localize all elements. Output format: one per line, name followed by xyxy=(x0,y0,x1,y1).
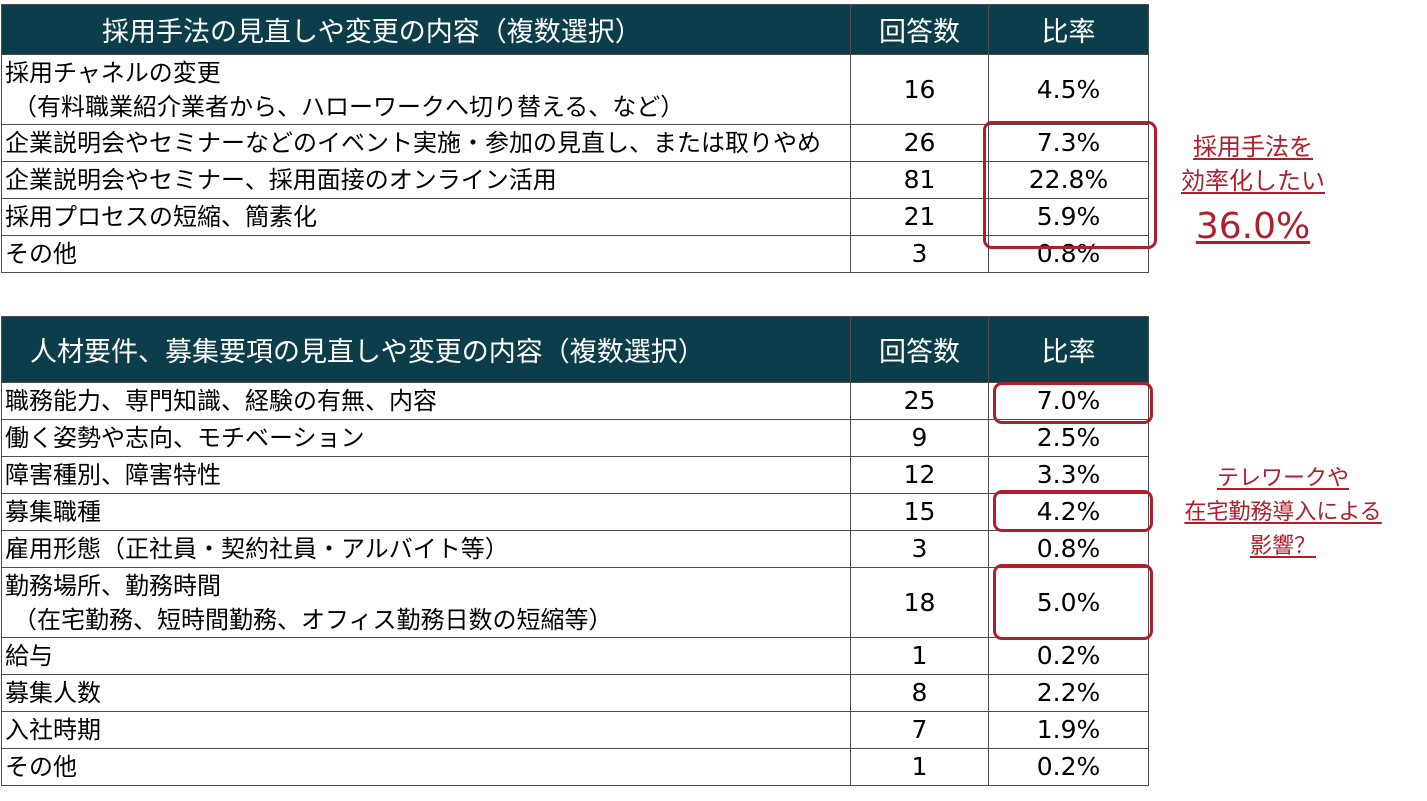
table-row: その他 1 0.2% xyxy=(1,748,1149,786)
table-row: 募集人数 8 2.2% xyxy=(1,674,1149,712)
row-label-line1: 勤務場所、勤務時間 xyxy=(5,571,221,600)
row-label: 企業説明会やセミナー、採用面接のオンライン活用 xyxy=(1,161,851,199)
table-row: 入社時期 7 1.9% xyxy=(1,711,1149,749)
annotation-line3: 影響？ xyxy=(1249,534,1316,559)
row-label: 障害種別、障害特性 xyxy=(1,456,851,494)
row-label: その他 xyxy=(1,748,851,786)
column-header-count: 回答数 xyxy=(850,316,989,383)
row-count: 9 xyxy=(850,419,989,457)
row-label-line2: （有料職業紹介業者から、ハローワークへ切り替える、など） xyxy=(13,92,685,121)
row-count: 3 xyxy=(850,235,989,273)
table-header: 採用手法の見直しや変更の内容（複数選択） 回答数 比率 xyxy=(1,4,1149,55)
row-ratio: 4.5% xyxy=(988,54,1149,125)
column-header-ratio: 比率 xyxy=(988,4,1149,55)
column-header-count: 回答数 xyxy=(850,4,989,55)
row-ratio: 7.3% xyxy=(988,124,1149,162)
row-ratio: 2.2% xyxy=(988,674,1149,712)
requirements-table: 人材要件、募集要項の見直しや変更の内容（複数選択） 回答数 比率 職務能力、専門… xyxy=(1,316,1149,786)
row-count: 8 xyxy=(850,674,989,712)
table-row: 給与 1 0.2% xyxy=(1,637,1149,675)
annotation-line1: 採用手法を xyxy=(1193,133,1313,161)
row-label: 募集職種 xyxy=(1,493,851,531)
row-ratio: 4.2% xyxy=(988,493,1149,531)
table-row: その他 3 0.8% xyxy=(1,235,1149,273)
highlight-box-skills xyxy=(993,382,1153,424)
row-label: 採用チャネルの変更 （有料職業紹介業者から、ハローワークへ切り替える、など） xyxy=(1,54,851,125)
table-title: 人材要件、募集要項の見直しや変更の内容（複数選択） xyxy=(1,316,851,383)
row-count: 18 xyxy=(850,567,989,638)
row-count: 12 xyxy=(850,456,989,494)
row-ratio: 0.8% xyxy=(988,530,1149,568)
table-row: 採用チャネルの変更 （有料職業紹介業者から、ハローワークへ切り替える、など） 16… xyxy=(1,54,1149,125)
table-header: 人材要件、募集要項の見直しや変更の内容（複数選択） 回答数 比率 xyxy=(1,316,1149,383)
row-ratio: 2.5% xyxy=(988,419,1149,457)
row-label: 募集人数 xyxy=(1,674,851,712)
annotation-telework: テレワークや 在宅勤務導入による 影響？ xyxy=(1163,462,1403,564)
row-label-line2: （在宅勤務、短時間勤務、オフィス勤務日数の短縮等） xyxy=(13,605,613,634)
row-label: 企業説明会やセミナーなどのイベント実施・参加の見直し、または取りやめ xyxy=(1,124,851,162)
table-row: 障害種別、障害特性 12 3.3% xyxy=(1,456,1149,494)
row-label: 入社時期 xyxy=(1,711,851,749)
table-row: 職務能力、専門知識、経験の有無、内容 25 7.0% xyxy=(1,382,1149,420)
table-row: 企業説明会やセミナーなどのイベント実施・参加の見直し、または取りやめ 26 7.… xyxy=(1,124,1149,162)
row-label: 給与 xyxy=(1,637,851,675)
row-ratio: 1.9% xyxy=(988,711,1149,749)
highlight-box-efficiency xyxy=(983,121,1157,249)
row-count: 1 xyxy=(850,637,989,675)
row-ratio: 0.2% xyxy=(988,748,1149,786)
row-ratio: 5.9% xyxy=(988,198,1149,236)
row-label: 働く姿勢や志向、モチベーション xyxy=(1,419,851,457)
row-ratio: 0.2% xyxy=(988,637,1149,675)
table-row: 雇用形態（正社員・契約社員・アルバイト等） 3 0.8% xyxy=(1,530,1149,568)
highlight-box-workplace xyxy=(993,564,1153,640)
row-count: 26 xyxy=(850,124,989,162)
highlight-box-occupation xyxy=(993,490,1153,532)
annotation-line1: テレワークや xyxy=(1216,466,1349,491)
row-label: 雇用形態（正社員・契約社員・アルバイト等） xyxy=(1,530,851,568)
row-label: 採用プロセスの短縮、簡素化 xyxy=(1,198,851,236)
row-ratio: 22.8% xyxy=(988,161,1149,199)
row-label: 勤務場所、勤務時間 （在宅勤務、短時間勤務、オフィス勤務日数の短縮等） xyxy=(1,567,851,638)
row-count: 21 xyxy=(850,198,989,236)
table-row: 勤務場所、勤務時間 （在宅勤務、短時間勤務、オフィス勤務日数の短縮等） 18 5.… xyxy=(1,567,1149,638)
recruitment-method-table: 採用手法の見直しや変更の内容（複数選択） 回答数 比率 採用チャネルの変更 （有料… xyxy=(1,4,1149,273)
row-count: 81 xyxy=(850,161,989,199)
row-count: 3 xyxy=(850,530,989,568)
table-title: 採用手法の見直しや変更の内容（複数選択） xyxy=(1,4,851,55)
annotation-line2: 在宅勤務導入による xyxy=(1184,500,1382,525)
table-row: 働く姿勢や志向、モチベーション 9 2.5% xyxy=(1,419,1149,457)
annotation-line2: 効率化したい xyxy=(1181,167,1325,195)
row-ratio: 3.3% xyxy=(988,456,1149,494)
annotation-value: 36.0% xyxy=(1195,206,1311,247)
column-header-ratio: 比率 xyxy=(988,316,1149,383)
row-count: 1 xyxy=(850,748,989,786)
table-row: 募集職種 15 4.2% xyxy=(1,493,1149,531)
table-row: 採用プロセスの短縮、簡素化 21 5.9% xyxy=(1,198,1149,236)
row-label: その他 xyxy=(1,235,851,273)
row-count: 7 xyxy=(850,711,989,749)
row-count: 16 xyxy=(850,54,989,125)
row-ratio: 0.8% xyxy=(988,235,1149,273)
table-row: 企業説明会やセミナー、採用面接のオンライン活用 81 22.8% xyxy=(1,161,1149,199)
annotation-efficiency: 採用手法を 効率化したい 36.0% xyxy=(1163,130,1343,252)
row-count: 15 xyxy=(850,493,989,531)
row-label: 職務能力、専門知識、経験の有無、内容 xyxy=(1,382,851,420)
row-count: 25 xyxy=(850,382,989,420)
row-label-line1: 採用チャネルの変更 xyxy=(5,58,221,87)
